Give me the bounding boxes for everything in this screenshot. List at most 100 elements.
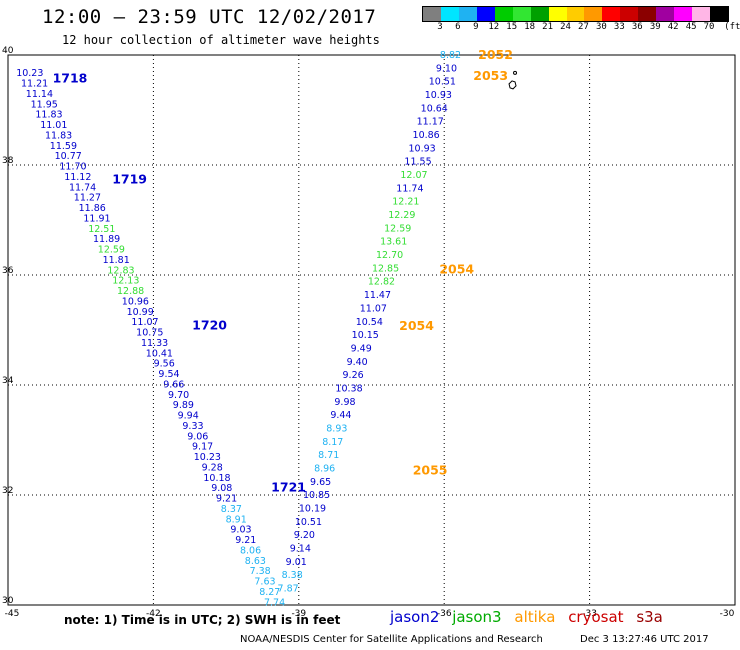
legend-swatch — [476, 7, 495, 21]
swh-value-asc: 7.87 — [278, 584, 299, 595]
swh-value-asc: 10.85 — [303, 490, 330, 501]
legend-threshold-label: 24 — [560, 22, 571, 32]
legend-threshold-label: 45 — [685, 22, 697, 32]
sat-s3a: s3a — [636, 608, 663, 626]
swh-value-desc: 7.63 — [254, 577, 275, 588]
swh-value-desc: 9.28 — [202, 462, 223, 473]
swh-value-asc: 12.21 — [392, 197, 419, 208]
swh-value-desc: 10.75 — [136, 328, 163, 339]
x-tick-label: -45 — [5, 609, 20, 619]
swh-value-asc: 11.74 — [396, 183, 423, 194]
pass-number-label: 1721 — [271, 479, 306, 494]
legend-swatch — [530, 7, 549, 21]
swh-value-asc: 9.20 — [294, 530, 315, 541]
page-title: 12:00 – 23:59 UTC 12/02/2017 — [42, 6, 377, 28]
legend-unit-label: (ft) — [724, 22, 740, 32]
pass-number-label: 2053 — [473, 68, 508, 83]
swh-value-asc: 10.38 — [335, 383, 362, 394]
swh-value-asc: 10.51 — [429, 77, 456, 88]
swh-value-asc: 10.93 — [408, 143, 435, 154]
legend-threshold-label: 70 — [703, 22, 715, 32]
swh-value-desc: 9.03 — [230, 525, 251, 536]
swh-value-desc: 12.59 — [98, 245, 125, 256]
swh-value-desc: 11.83 — [45, 130, 72, 141]
swh-value-desc: 11.07 — [131, 317, 158, 328]
swh-value-asc: 8.96 — [314, 463, 335, 474]
swh-value-asc: 10.64 — [421, 103, 448, 114]
color-legend — [422, 6, 729, 22]
swh-value-desc: 9.66 — [163, 379, 184, 390]
sat-altika: altika — [514, 608, 556, 626]
legend-threshold-label: 27 — [578, 22, 589, 32]
swh-value-desc: 10.23 — [16, 68, 43, 79]
swh-value-asc: 10.93 — [425, 90, 452, 101]
legend-swatch — [602, 7, 621, 21]
legend-threshold-label: 15 — [506, 22, 518, 32]
y-tick-label: 36 — [2, 266, 14, 276]
swh-value-asc: 11.47 — [364, 290, 391, 301]
legend-threshold-label: 18 — [524, 22, 536, 32]
pass-number-label: 1720 — [192, 318, 227, 333]
swh-value-asc: 9.26 — [343, 370, 364, 381]
legend-threshold-label: 6 — [455, 22, 461, 32]
swh-value-desc: 11.01 — [40, 120, 67, 131]
swh-value-asc: 12.29 — [388, 210, 415, 221]
swh-value-asc: 9.40 — [347, 357, 368, 368]
swh-value-asc: 12.59 — [384, 223, 411, 234]
satellite-legend: jason2 jason3 altika cryosat s3a — [390, 608, 671, 626]
swh-value-desc: 7.38 — [250, 566, 271, 577]
swh-value-asc: 9.65 — [310, 477, 331, 488]
x-tick-label: -33 — [582, 609, 597, 619]
legend-threshold-label: 3 — [437, 22, 443, 32]
legend-swatch — [710, 7, 728, 21]
island-outline — [508, 80, 517, 90]
swh-value-desc: 9.33 — [182, 421, 203, 432]
swh-value-desc: 9.54 — [158, 369, 179, 380]
swh-value-asc: 8.82 — [440, 50, 461, 61]
swh-value-asc: 9.44 — [330, 410, 351, 421]
swh-value-desc: 7.74 — [264, 597, 285, 608]
swh-value-asc: 8.38 — [282, 570, 303, 581]
legend-threshold-label: 12 — [488, 22, 500, 32]
swh-value-asc: 13.61 — [380, 237, 407, 248]
pass-number-label: 2055 — [413, 462, 448, 477]
swh-value-desc: 10.41 — [146, 348, 173, 359]
swh-value-desc: 11.91 — [83, 213, 110, 224]
swh-value-asc: 9.10 — [436, 63, 457, 74]
x-tick-label: -36 — [437, 609, 452, 619]
swh-value-asc: 8.71 — [318, 450, 339, 461]
swh-value-asc: 12.07 — [400, 170, 427, 181]
swh-value-asc: 11.55 — [404, 157, 431, 168]
swh-value-desc: 9.56 — [154, 359, 175, 370]
swh-value-desc: 9.17 — [192, 442, 213, 453]
legend-threshold-label: 39 — [649, 22, 661, 32]
swh-value-desc: 11.74 — [69, 182, 96, 193]
swh-value-desc: 11.81 — [103, 255, 130, 266]
legend-swatch — [512, 7, 531, 21]
swh-value-desc: 11.12 — [64, 172, 91, 183]
legend-threshold-label: 9 — [473, 22, 479, 32]
pass-number-label: 2052 — [478, 47, 513, 62]
swh-value-desc: 9.70 — [168, 390, 189, 401]
y-tick-label: 40 — [2, 46, 14, 56]
swh-value-asc: 9.49 — [351, 343, 372, 354]
swh-value-asc: 10.19 — [299, 503, 326, 514]
legend-swatch — [548, 7, 567, 21]
swh-value-desc: 12.51 — [88, 224, 115, 235]
swh-value-asc: 10.54 — [356, 317, 383, 328]
swh-value-desc: 9.21 — [235, 535, 256, 546]
swh-value-asc: 9.01 — [286, 557, 307, 568]
legend-swatch — [674, 7, 693, 21]
swh-value-asc: 8.93 — [326, 423, 347, 434]
y-tick-label: 34 — [2, 376, 14, 386]
y-tick-label: 38 — [2, 156, 14, 166]
legend-threshold-label: 21 — [542, 22, 553, 32]
swh-value-asc: 9.14 — [290, 543, 311, 554]
swh-value-desc: 10.18 — [203, 473, 230, 484]
swh-value-desc: 8.91 — [226, 514, 247, 525]
swh-value-desc: 8.63 — [245, 556, 266, 567]
island-outline — [513, 70, 518, 75]
timestamp: Dec 3 13:27:46 UTC 2017 — [580, 634, 709, 645]
